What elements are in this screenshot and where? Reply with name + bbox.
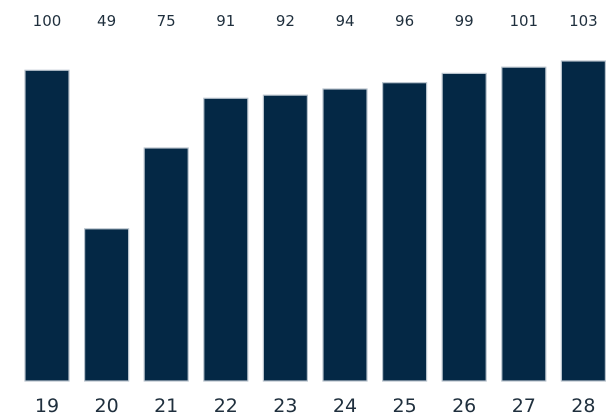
- x-axis-tick-labels: 19 20 21 22 23 24 25 26 27 28: [35, 395, 596, 417]
- bar-26: [441, 72, 487, 382]
- x-tick-label-24: 24: [333, 395, 357, 417]
- value-label-23: 92: [276, 12, 295, 30]
- value-label-24: 94: [335, 12, 354, 30]
- bar-25: [382, 82, 428, 382]
- bar-21: [143, 147, 189, 382]
- x-tick-label-25: 25: [393, 395, 417, 417]
- value-label-27: 101: [509, 12, 538, 30]
- bar-20: [83, 228, 130, 382]
- x-tick-label-20: 20: [95, 395, 119, 417]
- bar-19: [24, 69, 70, 382]
- x-tick-label-27: 27: [512, 395, 536, 417]
- bar-24: [322, 88, 368, 382]
- value-label-26: 99: [455, 12, 474, 30]
- x-tick-label-22: 22: [214, 395, 238, 417]
- value-labels: 100 49 75 91 92 94 96 99 101 103: [33, 12, 598, 30]
- value-label-20: 49: [97, 12, 116, 30]
- x-tick-label-28: 28: [571, 395, 595, 417]
- value-label-21: 75: [157, 12, 176, 30]
- value-label-19: 100: [33, 12, 62, 30]
- bar-28: [560, 60, 607, 382]
- value-label-28: 103: [569, 12, 598, 30]
- bar-23: [262, 94, 308, 382]
- bar-27: [501, 66, 547, 382]
- bar-22: [203, 97, 249, 382]
- x-tick-label-19: 19: [35, 395, 59, 417]
- value-label-25: 96: [395, 12, 414, 30]
- bars: [24, 60, 607, 382]
- x-tick-label-26: 26: [452, 395, 476, 417]
- x-tick-label-23: 23: [273, 395, 297, 417]
- x-tick-label-21: 21: [154, 395, 178, 417]
- value-label-22: 91: [216, 12, 235, 30]
